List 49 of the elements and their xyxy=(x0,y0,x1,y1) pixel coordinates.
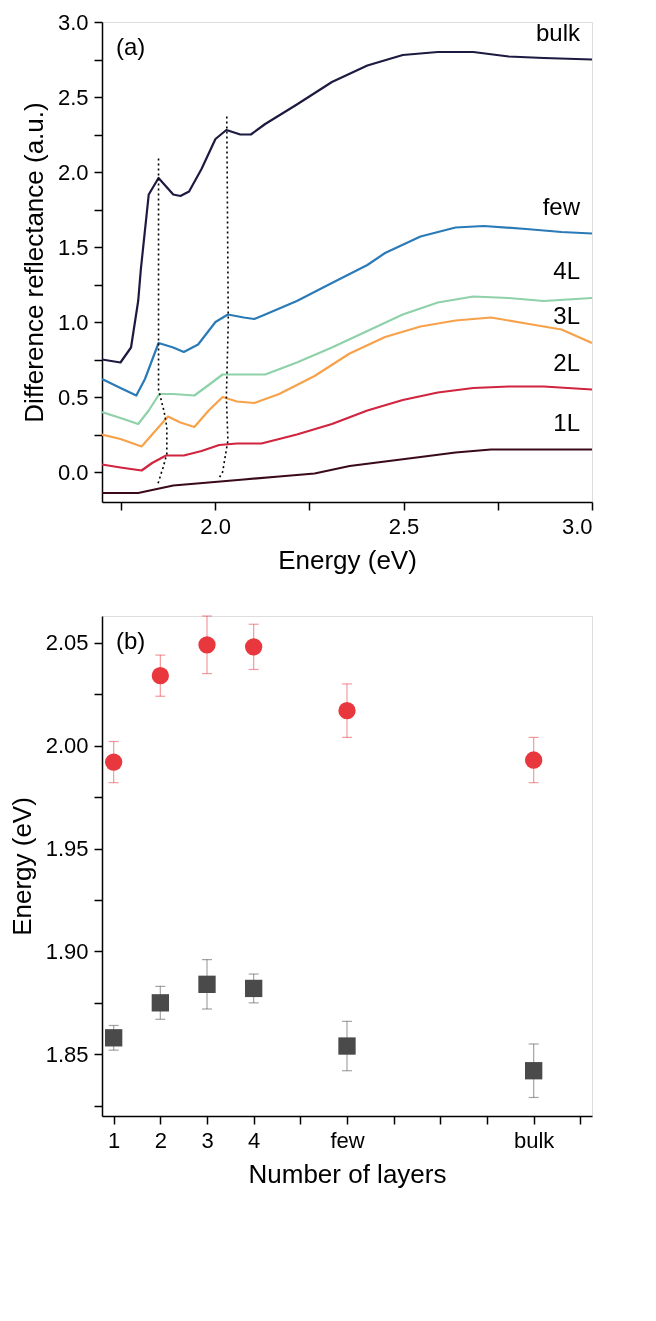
y-tick-label: 1.85 xyxy=(45,1041,89,1067)
y-tick-label: 1.5 xyxy=(57,234,89,260)
y-tick-label: 1.90 xyxy=(45,938,89,964)
point xyxy=(245,638,263,656)
point xyxy=(525,1062,543,1080)
point xyxy=(245,979,263,998)
x-tick-label: 3.0 xyxy=(561,513,593,539)
annotation: (a) xyxy=(116,33,146,60)
line-series xyxy=(102,385,592,472)
point xyxy=(198,975,216,993)
series-label: 3L xyxy=(553,302,580,329)
series-label: few xyxy=(542,192,581,220)
point xyxy=(151,994,169,1012)
y-tick-label: 1.0 xyxy=(57,309,89,335)
x-tick-label: bulk xyxy=(513,1127,556,1153)
y-tick-label: 2.00 xyxy=(45,733,89,759)
y-tick-label: 3.0 xyxy=(57,9,89,35)
x-axis-title: Energy (eV) xyxy=(278,544,417,575)
series-label: 2L xyxy=(553,348,580,376)
x-tick-label: 3 xyxy=(201,1127,214,1153)
x-tick-label: 1 xyxy=(108,1127,121,1153)
y-axis-title: Difference reflectance (a.u.) xyxy=(18,102,49,423)
point xyxy=(105,753,123,771)
point xyxy=(198,636,216,654)
y-tick-label: 0.5 xyxy=(57,384,89,410)
series-label: 1L xyxy=(553,408,580,436)
point xyxy=(338,702,356,720)
y-axis-title: Energy (eV) xyxy=(6,797,37,936)
line-series xyxy=(102,448,592,495)
y-tick-label: 2.5 xyxy=(57,84,89,110)
x-axis-title: Number of layers xyxy=(248,1158,447,1189)
point xyxy=(338,1037,356,1055)
x-tick-label: 2.5 xyxy=(388,513,420,539)
y-tick-label: 1.95 xyxy=(45,836,89,862)
x-tick-label: few xyxy=(330,1127,365,1153)
y-tick-label: 2.05 xyxy=(45,630,89,656)
series-label: 4L xyxy=(553,257,580,284)
y-tick-label: 0.0 xyxy=(57,459,89,485)
line-series xyxy=(218,115,230,479)
annotation: (b) xyxy=(116,627,146,654)
x-tick-label: 2.0 xyxy=(200,513,231,539)
x-tick-label: 4 xyxy=(248,1127,261,1153)
series-label: bulk xyxy=(535,18,581,46)
y-tick-label: 2.0 xyxy=(57,159,89,185)
x-tick-label: 2 xyxy=(154,1127,167,1153)
line-series xyxy=(102,224,592,397)
point xyxy=(105,1029,123,1047)
point xyxy=(151,667,169,685)
point xyxy=(525,751,543,769)
